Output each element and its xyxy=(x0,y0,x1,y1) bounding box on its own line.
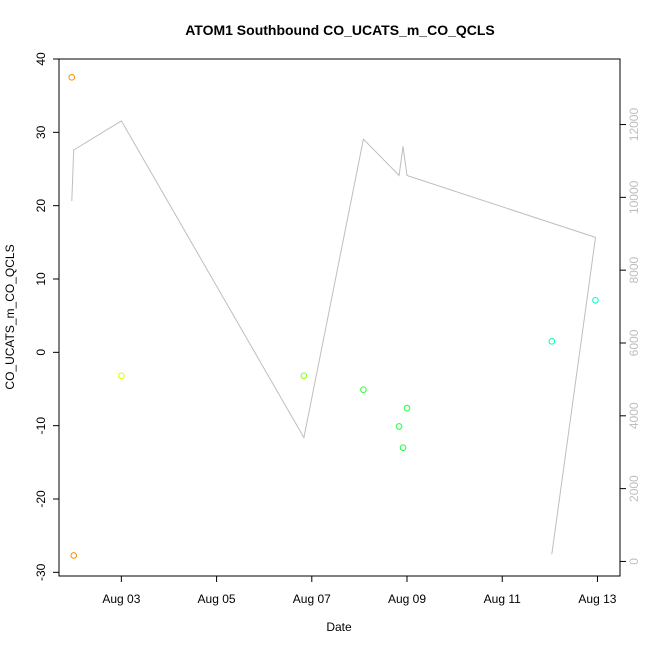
x-tick-label: Aug 05 xyxy=(198,592,236,606)
scatter-series xyxy=(68,74,599,559)
y-tick-label: 30 xyxy=(34,125,48,139)
data-point xyxy=(118,372,125,380)
line-series xyxy=(71,120,597,555)
y-tick-label: 0 xyxy=(34,349,48,356)
y-tick-label: -30 xyxy=(34,563,48,581)
data-point xyxy=(395,423,403,430)
y-axis-label: CO_UCATS_m_CO_QCLS xyxy=(3,244,17,389)
right-y-axis: 0 2000 4000 6000 8000 10000 12000 xyxy=(620,108,641,565)
left-y-axis: 40 30 20 10 0 -10 -20 -30 xyxy=(34,52,59,581)
x-tick-label: Aug 03 xyxy=(102,592,140,606)
x-tick-label: Aug 11 xyxy=(484,592,521,606)
data-point xyxy=(70,552,78,559)
y-tick-label: 10 xyxy=(34,272,48,286)
y2-tick-label: 8000 xyxy=(627,256,641,283)
data-point xyxy=(300,372,308,380)
y2-tick-label: 10000 xyxy=(627,180,641,214)
y-tick-label: 20 xyxy=(34,199,48,213)
y2-tick-label: 6000 xyxy=(627,329,641,356)
x-tick-label: Aug 09 xyxy=(388,592,426,606)
chart-title: ATOM1 Southbound CO_UCATS_m_CO_QCLS xyxy=(185,22,495,38)
y-tick-label: -20 xyxy=(34,490,48,508)
y2-tick-label: 12000 xyxy=(627,108,641,142)
x-axis: Aug 03 Aug 05 Aug 07 Aug 09 Aug 11 Aug 13 xyxy=(102,576,617,606)
y-tick-label: -10 xyxy=(34,417,48,435)
data-point xyxy=(592,296,599,304)
y-tick-label: 40 xyxy=(34,52,48,66)
series-line xyxy=(71,120,597,555)
data-point xyxy=(68,74,76,81)
x-tick-label: Aug 07 xyxy=(293,592,331,606)
y2-tick-label: 4000 xyxy=(627,402,641,429)
data-point xyxy=(399,444,407,451)
plot-frame xyxy=(58,58,621,577)
x-axis-label: Date xyxy=(326,620,352,634)
data-point xyxy=(360,386,367,394)
data-point xyxy=(403,404,411,412)
data-point xyxy=(548,338,556,345)
y2-tick-label: 2000 xyxy=(627,475,641,502)
y2-tick-label: 0 xyxy=(627,558,641,565)
x-tick-label: Aug 13 xyxy=(578,592,616,606)
